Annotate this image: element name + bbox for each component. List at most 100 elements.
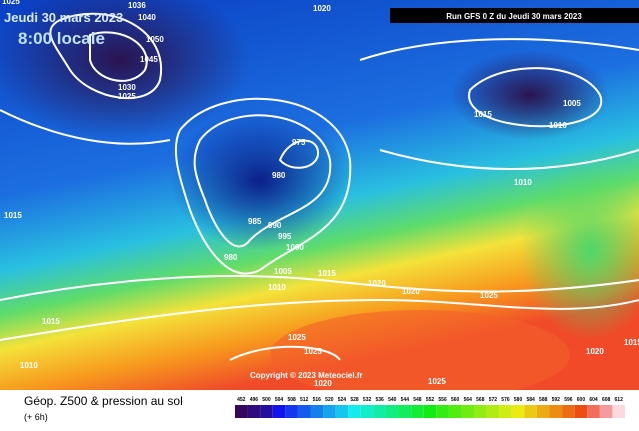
isobar-label: 1020 [402, 287, 420, 296]
footer-title: Géop. Z500 & pression au sol [24, 394, 183, 408]
isobar-label: 980 [224, 253, 238, 262]
scale-label: 500 [262, 397, 271, 403]
scale-label: 552 [426, 397, 435, 403]
scale-label: 604 [589, 397, 598, 403]
scale-swatch [385, 405, 399, 418]
scale-label: 512 [300, 397, 309, 403]
isobar-label: 1025 [480, 291, 498, 300]
scale-label: 508 [287, 397, 296, 403]
scale-swatch [348, 405, 361, 418]
isobar-label: 1036 [128, 1, 146, 10]
isobar-label: 975 [292, 138, 306, 147]
isobar-label: 1025 [118, 92, 136, 101]
scale-swatch [272, 405, 286, 418]
scale-swatch [323, 405, 336, 418]
isobar-label: 1025 [428, 377, 446, 386]
isobar-label: 1015 [474, 110, 492, 119]
scale-swatch [436, 405, 449, 418]
run-banner [390, 8, 639, 23]
scale-swatch [587, 405, 600, 418]
run-info: Run GFS 0 Z du Jeudi 30 mars 2023 [446, 12, 582, 21]
scale-label: 560 [451, 397, 460, 403]
scale-label: 452 [237, 397, 246, 403]
isobar-label: 1015 [318, 269, 336, 278]
isobar-label: 1010 [514, 178, 532, 187]
scale-swatch [536, 405, 550, 418]
scale-swatch [260, 405, 273, 418]
scale-label: 540 [388, 397, 397, 403]
scale-swatch [373, 405, 386, 418]
isobar-label: 1010 [549, 121, 567, 130]
scale-label: 520 [325, 397, 334, 403]
scale-label: 600 [577, 397, 586, 403]
scale-swatch [474, 405, 487, 418]
scale-label: 516 [313, 397, 322, 403]
isobar-label: 980 [272, 171, 286, 180]
scale-swatch [549, 405, 563, 418]
isobar-label: 1020 [313, 4, 331, 13]
isobar-label: 1040 [138, 13, 156, 22]
scale-swatch [448, 405, 462, 418]
local-time: 8:00 locale [18, 29, 105, 48]
scale-label: 524 [338, 397, 347, 403]
scale-swatch [360, 405, 374, 418]
isobar-label: 985 [248, 217, 262, 226]
scale-label: 592 [552, 397, 561, 403]
scale-swatch [235, 405, 248, 418]
isobar-label: 1020 [586, 347, 604, 356]
scale-label: 532 [363, 397, 372, 403]
isobar-label: 1020 [314, 379, 332, 388]
isobar-label: 1000 [286, 243, 304, 252]
isobar-label: 1025 [2, 0, 20, 6]
scale-swatch [411, 405, 424, 418]
scale-swatch [612, 405, 625, 418]
isobar-label: 1025 [304, 347, 322, 356]
scale-label: 528 [350, 397, 359, 403]
date: Jeudi 30 mars 2023 [4, 10, 123, 25]
isobar-label: 1005 [563, 99, 581, 108]
scale-swatch [499, 405, 512, 418]
scale-swatch [486, 405, 500, 418]
footer-step: (+ 6h) [24, 412, 48, 422]
isobar-label: 1025 [288, 333, 306, 342]
isobar-label: 1010 [268, 283, 286, 292]
scale-label: 584 [526, 397, 535, 403]
scale-label: 544 [401, 397, 410, 403]
isobar-label: 1015 [624, 338, 639, 347]
scale-label: 548 [413, 397, 422, 403]
isobar-label: 1020 [368, 279, 386, 288]
isobar-label: 1045 [140, 55, 158, 64]
isobar-label: 990 [268, 221, 282, 230]
scale-swatch [247, 405, 261, 418]
scale-label: 568 [476, 397, 485, 403]
scale-label: 576 [501, 397, 510, 403]
scale-swatch [562, 405, 575, 418]
scale-label: 608 [602, 397, 611, 403]
scale-label: 596 [564, 397, 573, 403]
scale-swatch [398, 405, 412, 418]
scale-label: 556 [438, 397, 447, 403]
map-background [0, 0, 639, 400]
scale-label: 588 [539, 397, 548, 403]
scale-swatch [461, 405, 475, 418]
scale-label: 580 [514, 397, 523, 403]
copyright: Copyright © 2023 Meteociel.fr [250, 371, 363, 380]
isobar-label: 1030 [118, 83, 136, 92]
isobar-label: 995 [278, 232, 292, 241]
isobar-label: 1015 [4, 211, 22, 220]
scale-label: 536 [376, 397, 385, 403]
isobar-label: 1010 [20, 361, 38, 370]
isobar-label: 1015 [42, 317, 60, 326]
scale-swatch [297, 405, 311, 418]
isobar-label: 1050 [146, 35, 164, 44]
isobar-label: 1005 [274, 267, 292, 276]
scale-label: 504 [275, 397, 284, 403]
scale-label: 496 [250, 397, 259, 403]
scale-swatch [524, 405, 537, 418]
scale-swatch [310, 405, 324, 418]
scale-swatch [599, 405, 613, 418]
scale-swatch [285, 405, 298, 418]
scale-label: 612 [615, 397, 624, 403]
scale-label: 572 [489, 397, 498, 403]
